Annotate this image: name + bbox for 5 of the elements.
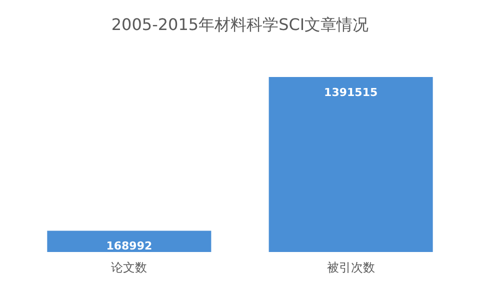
x-tick-label: 被引次数 — [326, 260, 375, 274]
x-tick-label: 论文数 — [111, 260, 148, 274]
data-label: 168992 — [106, 240, 152, 253]
data-label: 1391515 — [324, 86, 378, 99]
chart-title: 2005-2015年材料科学SCI文章情况 — [111, 15, 369, 34]
